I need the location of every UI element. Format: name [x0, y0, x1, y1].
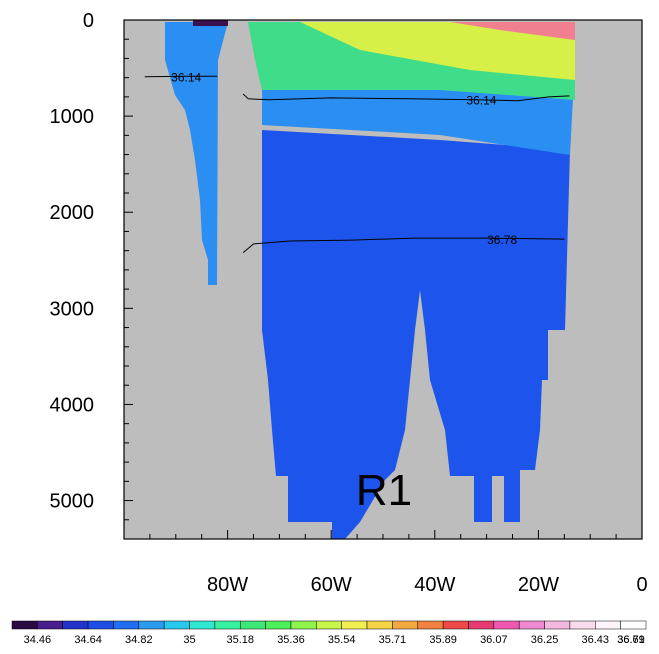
colorbar-label: 35.71 — [379, 634, 407, 646]
colorbar-swatch — [569, 620, 596, 630]
colorbar-swatch — [620, 620, 647, 630]
x-axis: 80W 60W 40W 20W 0 — [123, 530, 648, 596]
y-tick-label: 0 — [83, 10, 94, 32]
y-tick-label: 2000 — [50, 202, 95, 224]
ocean-section — [165, 20, 575, 539]
contour-label: 36.14 — [171, 71, 201, 85]
colorbar-label: 34.64 — [74, 634, 102, 646]
contour-label: 36.78 — [487, 233, 517, 247]
x-tick-label: 0 — [636, 574, 647, 596]
colorbar-label: 35 — [183, 634, 195, 646]
colorbar-swatch — [138, 620, 165, 630]
colorbar-swatch — [87, 620, 114, 630]
y-tick-label: 5000 — [50, 491, 95, 513]
colorbar-swatch — [316, 620, 342, 630]
ocean-fill-west — [165, 22, 228, 285]
y-tick-label: 1000 — [50, 106, 95, 128]
colorbar-swatch — [468, 620, 495, 630]
colorbar-label: 34.46 — [24, 634, 52, 646]
colorbar-swatch — [341, 620, 368, 630]
section-label: R1 — [356, 466, 412, 515]
colorbar-swatch — [290, 620, 317, 630]
ocean-fill-main-deep — [262, 130, 570, 539]
colorbar-swatch — [366, 620, 393, 630]
colorbar-swatch — [239, 620, 266, 630]
y-axis: 0 1000 2000 3000 4000 5000 — [50, 10, 133, 521]
x-tick-label: 20W — [518, 574, 559, 596]
colorbar-swatch — [442, 620, 469, 630]
colorbar-swatch — [37, 620, 63, 630]
x-tick-label: 60W — [311, 574, 352, 596]
colorbar-label: 36.61 — [617, 634, 645, 646]
contour-label: 36.14 — [466, 94, 496, 108]
colorbar-swatch — [189, 620, 216, 630]
colorbar-label: 36.43 — [582, 634, 610, 646]
colorbar-swatch — [163, 620, 190, 630]
colorbar-label: 35.89 — [429, 634, 457, 646]
colorbar-label: 36.79 — [617, 634, 645, 646]
colorbar-label: 35.54 — [328, 634, 356, 646]
y-tick-label: 4000 — [50, 394, 95, 416]
ocean-fill-surface-west — [193, 20, 228, 26]
colorbar-swatch — [595, 620, 621, 630]
colorbar-swatch — [392, 620, 419, 630]
colorbar-label: 35.18 — [226, 634, 254, 646]
colorbar-swatch — [11, 620, 38, 630]
ocean-fill-surface-warm — [300, 22, 575, 80]
colorbar-swatch — [493, 620, 520, 630]
contour-lines — [144, 75, 570, 253]
colorbar-label: 35.36 — [277, 634, 305, 646]
contour-line-36-14-main — [242, 93, 570, 102]
colorbar-swatch — [62, 620, 89, 630]
x-tick-label: 40W — [414, 574, 455, 596]
colorbar: 34.46 34.64 34.82 35 35.18 35.36 35.54 35.71 35.… — [11, 620, 647, 646]
colorbar-label: 36.07 — [480, 634, 508, 646]
colorbar-swatch — [518, 620, 545, 630]
colorbar-swatch — [265, 620, 292, 630]
colorbar-swatch — [214, 620, 241, 630]
contour-labels: 36.14 36.14 36.78 — [171, 71, 517, 247]
colorbar-label: 34.82 — [125, 634, 153, 646]
colorbar-swatch — [544, 620, 571, 630]
contour-line-36-78 — [242, 237, 565, 253]
y-tick-label: 3000 — [50, 298, 95, 320]
ocean-fill-surface-hot — [450, 22, 575, 40]
colorbar-swatch — [113, 620, 140, 630]
x-tick-label: 80W — [207, 574, 248, 596]
colorbar-swatch — [417, 620, 444, 630]
colorbar-label: 36.25 — [531, 634, 559, 646]
